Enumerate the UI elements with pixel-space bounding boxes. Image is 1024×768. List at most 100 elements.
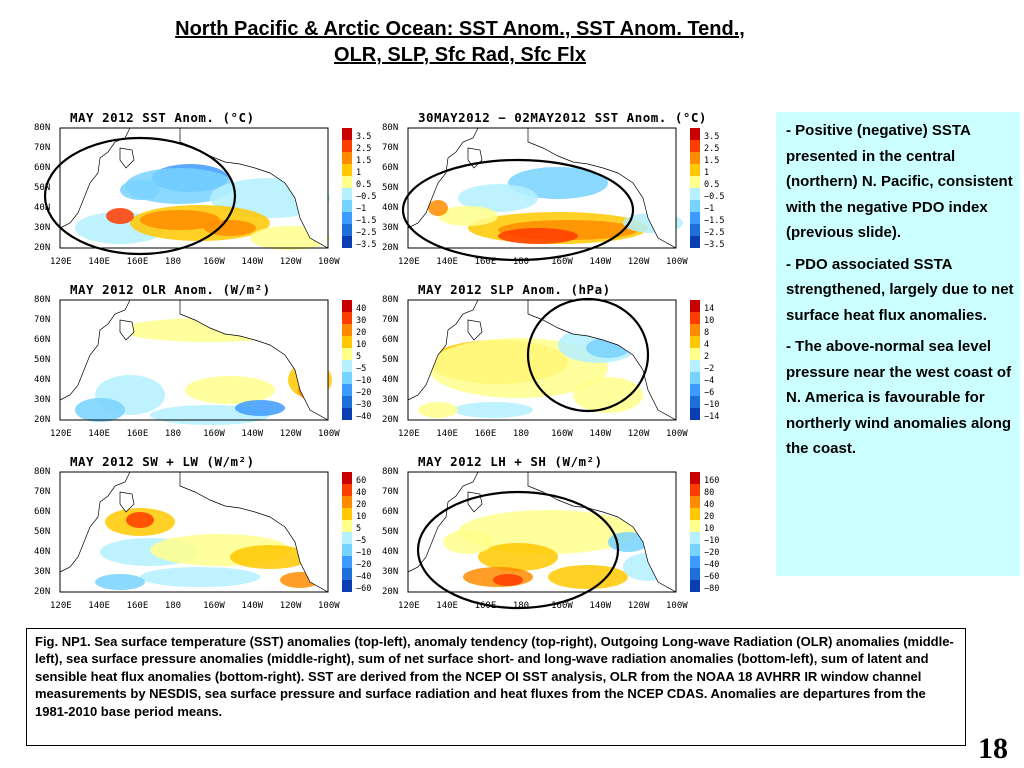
color-legend: 3.5 2.5 1.5 1 0.5 −0.5 −1 −1.5 −2.5 −3.5 <box>690 128 740 250</box>
latitude-label: 70N <box>34 143 51 153</box>
latitude-label: 30N <box>34 223 51 233</box>
longitude-label: 160W <box>203 257 225 267</box>
sst-anomaly-panel: MAY 2012 SST Anom. (°C) 80N 70N 60N 50N 40N 3… <box>30 110 376 275</box>
longitude-label: 140E <box>436 257 458 267</box>
legend-swatch <box>342 128 352 140</box>
latitude-label: 50N <box>34 355 51 365</box>
legend-label: −4 <box>704 376 715 386</box>
highlight-circle <box>401 158 635 262</box>
latitude-label: 30N <box>382 567 399 577</box>
legend-entry: −20 <box>342 556 392 570</box>
legend-entry: −0.5 <box>342 188 392 202</box>
legend-entry: −5 <box>342 360 392 374</box>
legend-label: 40 <box>356 304 367 314</box>
legend-entry: −80 <box>690 580 740 594</box>
latitude-label: 50N <box>382 355 399 365</box>
legend-entry: −1 <box>342 200 392 214</box>
legend-entry: 0.5 <box>690 176 740 190</box>
legend-entry: −20 <box>690 544 740 558</box>
legend-swatch <box>342 348 352 360</box>
legend-swatch <box>342 164 352 176</box>
legend-swatch <box>342 176 352 188</box>
note-text: The above-normal sea level pressure near… <box>786 338 1012 457</box>
legend-entry: −6 <box>690 384 740 398</box>
legend-label: 1 <box>356 168 362 178</box>
legend-swatch <box>690 568 700 580</box>
legend-swatch <box>690 532 700 544</box>
latitude-label: 40N <box>382 375 399 385</box>
legend-label: −10 <box>704 400 720 410</box>
slide-title: North Pacific & Arctic Ocean: SST Anom.,… <box>100 16 820 68</box>
legend-entry: −1 <box>690 200 740 214</box>
longitude-label: 120E <box>50 257 72 267</box>
legend-label: 1.5 <box>704 156 720 166</box>
longitude-label: 160E <box>126 257 149 267</box>
legend-swatch <box>342 496 352 508</box>
latitude-label: 80N <box>382 467 399 477</box>
legend-entry: −20 <box>342 384 392 398</box>
legend-entry: 40 <box>342 484 392 498</box>
legend-swatch <box>342 532 352 544</box>
note-item: - Positive (negative) SSTA presented in … <box>776 118 1020 246</box>
highlight-circle <box>416 490 620 610</box>
legend-entry: 80 <box>690 484 740 498</box>
anomaly-region <box>453 402 533 418</box>
radiation-anomaly-panel: MAY 2012 SW + LW (W/m²) 80N 70N 60N 50N 40N 3… <box>30 454 371 619</box>
legend-entry: 40 <box>690 496 740 510</box>
legend-swatch <box>690 200 700 212</box>
legend-swatch <box>690 348 700 360</box>
legend-swatch <box>690 312 700 324</box>
legend-entry: −40 <box>342 408 392 422</box>
coastline <box>59 471 131 573</box>
coastline <box>119 319 135 341</box>
legend-entry: 10 <box>342 508 392 522</box>
legend-swatch <box>342 484 352 496</box>
longitude-label: 120E <box>50 429 72 439</box>
latitude-label: 80N <box>382 123 399 133</box>
legend-entry: 5 <box>342 520 392 534</box>
legend-entry: 20 <box>342 496 392 510</box>
latitude-label: 60N <box>34 163 51 173</box>
legend-swatch <box>342 212 352 224</box>
legend-label: −20 <box>704 548 720 558</box>
longitude-label: 120E <box>398 257 420 267</box>
longitude-label: 120W <box>627 429 650 439</box>
longitude-label: 160E <box>474 429 497 439</box>
legend-label: −10 <box>356 376 372 386</box>
legend-entry: 60 <box>342 472 392 486</box>
longitude-label: 100W <box>666 429 688 439</box>
longitude-label: 160W <box>203 429 225 439</box>
legend-label: 14 <box>704 304 715 314</box>
legend-swatch <box>342 384 352 396</box>
legend-entry: 5 <box>342 348 392 362</box>
anomaly-region <box>140 567 260 587</box>
legend-swatch <box>690 212 700 224</box>
legend-label: 0.5 <box>356 180 372 190</box>
legend-entry: −4 <box>690 372 740 386</box>
legend-label: 2 <box>704 352 710 362</box>
latitude-label: 70N <box>34 315 51 325</box>
color-legend: 60 40 20 10 5 −5 −10 −20 −40 −60 <box>342 472 392 594</box>
coastline <box>179 471 329 593</box>
anomaly-region <box>235 400 285 416</box>
figure-caption: Fig. NP1. Sea surface temperature (SST) … <box>26 628 966 746</box>
legend-swatch <box>690 496 700 508</box>
anomaly-region <box>185 376 275 404</box>
legend-label: 10 <box>356 512 367 522</box>
anomaly-region <box>548 565 628 589</box>
legend-label: 5 <box>356 352 362 362</box>
panel-title: MAY 2012 SST Anom. (°C) <box>70 110 255 125</box>
latitude-label: 50N <box>34 183 51 193</box>
color-legend: 40 30 20 10 5 −5 −10 −20 −30 −40 <box>342 300 392 422</box>
longitude-label: 160W <box>551 601 573 611</box>
anomaly-map <box>43 127 330 256</box>
longitude-label: 180 <box>512 429 530 439</box>
legend-swatch <box>690 236 700 248</box>
legend-swatch <box>690 188 700 200</box>
latitude-label: 80N <box>34 467 51 477</box>
legend-swatch <box>690 508 700 520</box>
latitude-label: 60N <box>382 335 399 345</box>
latitude-label: 80N <box>382 295 399 305</box>
longitude-label: 180 <box>512 601 530 611</box>
color-legend: 160 80 40 20 10 −10 −20 −40 −60 −80 <box>690 472 740 594</box>
